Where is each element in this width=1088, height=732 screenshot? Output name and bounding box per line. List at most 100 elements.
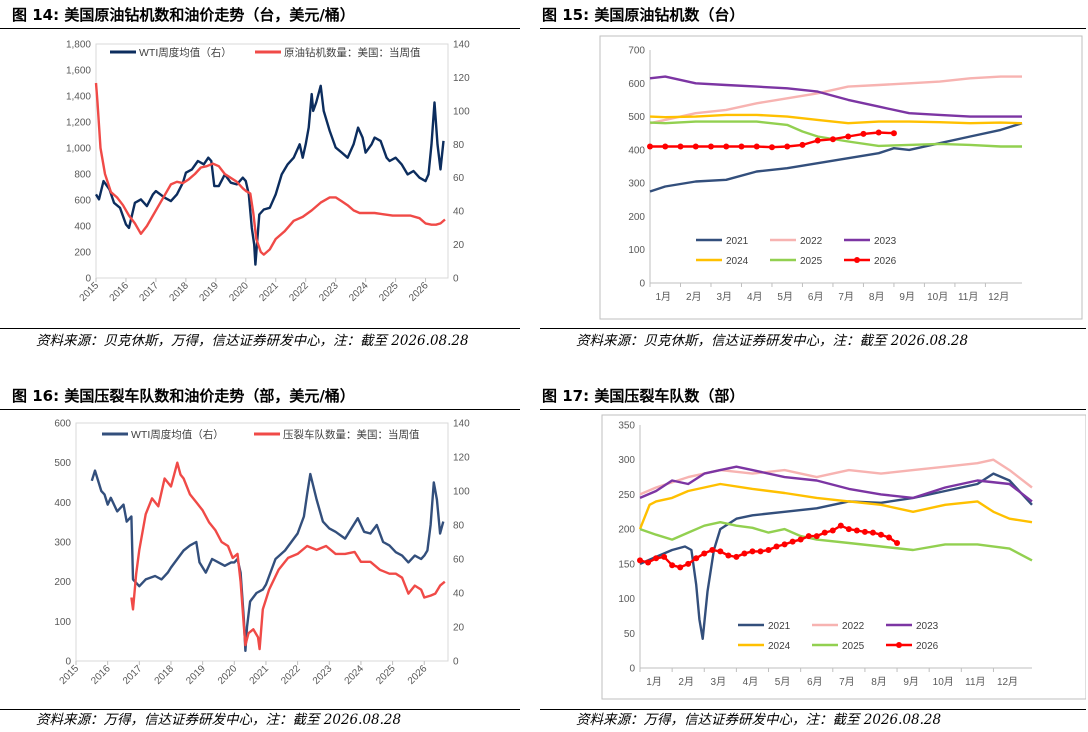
x-tick-label: 10月 [927,291,948,303]
x-tick-label: 9月 [899,291,915,303]
series-point-2026 [709,546,716,553]
series-point-2026 [723,143,730,150]
series-line-2023 [649,75,1022,118]
figure-17-title-rule [540,409,1086,410]
series-point-2026 [662,143,669,150]
series-point-2026 [693,555,700,562]
y-left-tick-label: 600 [74,196,91,207]
figure-16-chart: 0 100 200 300 400 500 600 0 20 40 60 80 100 120 140 201… [54,419,470,687]
y-right-tick-label: 140 [453,419,470,430]
legend-label-0: WTI周度均值（右） [131,428,224,441]
y-tick-label: 500 [628,112,645,123]
x-tick-label: 2月 [678,676,694,688]
x-tick-label: 8月 [871,676,887,688]
legend-label-1: 压裂车队数量：美国：当周值 [283,428,420,441]
figure-15-chart: 0 100 200 300 400 500 600 700 1月 2月 3月 4月 5月 6月 7月 8月 9月… [599,35,1083,320]
x-tick-label: 2020 [216,663,240,687]
series-point-2026 [645,559,652,566]
series-point-2026 [829,136,836,143]
x-tick-label: 2023 [317,280,341,304]
y-tick-label: 150 [618,559,635,570]
series-point-2026 [765,546,772,553]
x-tick-label: 2016 [89,663,113,687]
series-point-2026 [707,143,714,150]
series-line-2024 [649,113,1023,125]
y-right-tick-label: 0 [453,274,459,285]
x-tick-label: 5月 [775,676,791,688]
y-left-tick-label: 600 [54,419,71,430]
y-right-tick-label: 0 [453,657,459,668]
series-point-2026 [813,533,820,540]
series-line-0 [90,469,445,652]
y-right-tick-label: 40 [453,207,465,218]
figure-17-title: 图 17: 美国压裂车队数（部） [542,387,745,405]
series-point-2026 [805,533,812,540]
y-right-tick-label: 100 [453,106,470,117]
x-tick-label: 2024 [347,280,371,304]
x-tick-label: 8月 [869,291,885,303]
x-tick-label: 2018 [153,663,177,687]
x-tick-label: 1月 [646,676,662,688]
series-line-2023 [639,465,1033,503]
y-left-tick-label: 400 [54,498,71,509]
y-tick-label: 400 [628,145,645,156]
legend-marker-2026 [896,642,902,648]
y-right-tick-label: 60 [453,173,465,184]
chart-frame [599,35,1083,320]
series-point-2026 [814,137,821,144]
legend-label-2026: 2026 [916,641,939,652]
series-point-2026 [653,555,660,562]
series-point-2026 [647,143,653,150]
y-right-tick-label: 40 [453,589,465,600]
series-point-2026 [886,534,893,541]
x-tick-label: 2026 [406,663,430,687]
y-right-tick-label: 60 [453,555,465,566]
series-point-2026 [789,538,796,545]
x-tick-label: 12月 [997,676,1018,688]
y-right-tick-label: 20 [453,240,465,251]
series-line-0 [94,84,445,266]
y-right-tick-label: 100 [453,487,470,498]
figure-14-title-rule [0,28,520,29]
x-tick-label: 2018 [167,280,191,304]
x-tick-label: 3月 [716,291,732,303]
y-left-tick-label: 200 [74,248,91,259]
series-line-2021 [649,122,1023,193]
series-point-2026 [749,548,756,555]
series-point-2026 [821,529,828,536]
series-point-2026 [669,562,676,569]
figure-15-title: 图 15: 美国原油钻机数（台） [542,6,745,24]
figure-14-chart: 02004006008001,0001,2001,4001,6001,80002… [66,40,470,304]
x-tick-label: 3月 [711,676,727,688]
x-tick-label: 4月 [743,676,759,688]
x-tick-label: 7月 [838,291,854,303]
y-left-tick-label: 1,600 [66,66,91,77]
y-left-tick-label: 0 [85,274,91,285]
series-point-2026 [701,550,708,557]
y-right-tick-label: 20 [453,623,465,634]
series-point-2026 [637,557,643,564]
figure-16-source: 资料来源：万得，信达证券研发中心，注：截至 2026.08.28 [36,712,402,728]
x-tick-label: 2023 [311,663,335,687]
series-point-2026 [799,141,806,148]
y-right-tick-label: 80 [453,140,465,151]
legend-marker-2026 [854,257,860,263]
y-tick-label: 250 [618,490,635,501]
figure-15-source: 资料来源：贝克休斯，信达证券研发中心，注：截至 2026.08.28 [576,333,969,349]
legend-label-2021: 2021 [768,621,791,632]
series-line-2022 [649,75,1022,125]
series-point-2026 [837,522,844,529]
x-tick-label: 2026 [407,280,431,304]
series-point-2026 [685,560,692,567]
series-line-1 [130,461,446,651]
plot-area [75,422,449,662]
series-point-2026 [784,143,791,150]
legend-label-2026: 2026 [874,256,897,267]
plot-area [95,43,449,279]
series-point-2026 [781,541,788,548]
x-tick-label: 2017 [138,280,162,304]
legend-label-2024: 2024 [768,641,791,652]
y-left-tick-label: 0 [65,657,71,668]
y-tick-label: 50 [624,629,636,640]
series-point-2026 [797,536,804,543]
